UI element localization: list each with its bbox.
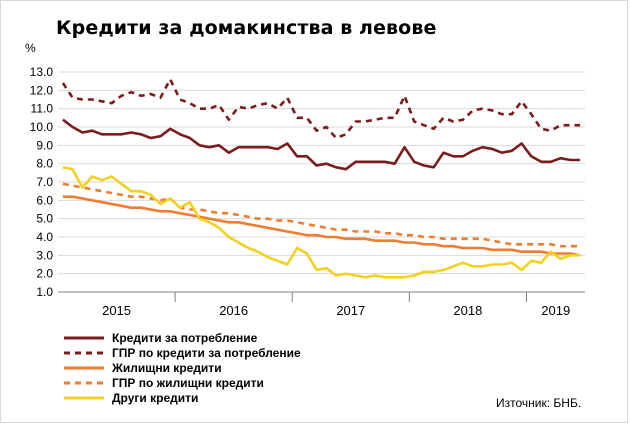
y-tick-label: 6.0: [36, 193, 53, 207]
legend-label: Други кредити: [112, 391, 199, 405]
y-tick-label: 11.0: [31, 102, 54, 116]
y-tick-label: 1.0: [36, 285, 53, 299]
legend-label: ГПР по кредити за потребление: [112, 346, 301, 360]
x-year-label: 2015: [102, 303, 131, 318]
legend-swatch: [64, 396, 104, 400]
x-year-label: 2017: [336, 303, 365, 318]
y-tick-label: 2.0: [36, 267, 53, 281]
chart-title: Кредити за домакинства в левове: [56, 17, 437, 39]
legend-swatch: [64, 336, 104, 340]
legend-item: Кредити за потребление: [62, 331, 301, 345]
x-year-label: 2018: [453, 303, 482, 318]
legend-swatch: [64, 351, 104, 355]
series-line-3: [62, 195, 581, 257]
legend-item: ГПР по жилищни кредити: [62, 376, 301, 390]
y-tick-label: 5.0: [36, 212, 53, 226]
legend-swatch: [64, 381, 104, 385]
y-tick-label: 10.0: [30, 120, 54, 134]
x-year-label: 2016: [219, 303, 248, 318]
legend-label: Кредити за потребление: [112, 331, 258, 345]
source-note: Източник: БНБ.: [496, 396, 582, 410]
series-line-1: [62, 118, 581, 171]
y-tick-label: 9.0: [36, 138, 53, 152]
y-tick-label: 8.0: [36, 157, 53, 171]
series-line-4: [62, 182, 581, 248]
y-unit-label: %: [25, 41, 36, 55]
y-tick-label: 7.0: [36, 175, 53, 189]
legend-label: ГПР по жилищни кредити: [112, 376, 264, 390]
y-tick-label: 4.0: [36, 230, 53, 244]
y-tick-label: 13.0: [30, 65, 54, 79]
x-year-label: 2019: [541, 303, 570, 318]
legend-item: Жилищни кредити: [62, 361, 301, 375]
legend-swatch: [64, 366, 104, 370]
legend-label: Жилищни кредити: [112, 361, 222, 375]
y-tick-label: 3.0: [36, 248, 53, 262]
legend-item: Други кредити: [62, 391, 301, 405]
legend: Кредити за потребление ГПР по кредити за …: [62, 331, 301, 406]
series-line-5: [62, 166, 581, 279]
legend-item: ГПР по кредити за потребление: [62, 346, 301, 360]
y-tick-label: 12.0: [30, 83, 54, 97]
